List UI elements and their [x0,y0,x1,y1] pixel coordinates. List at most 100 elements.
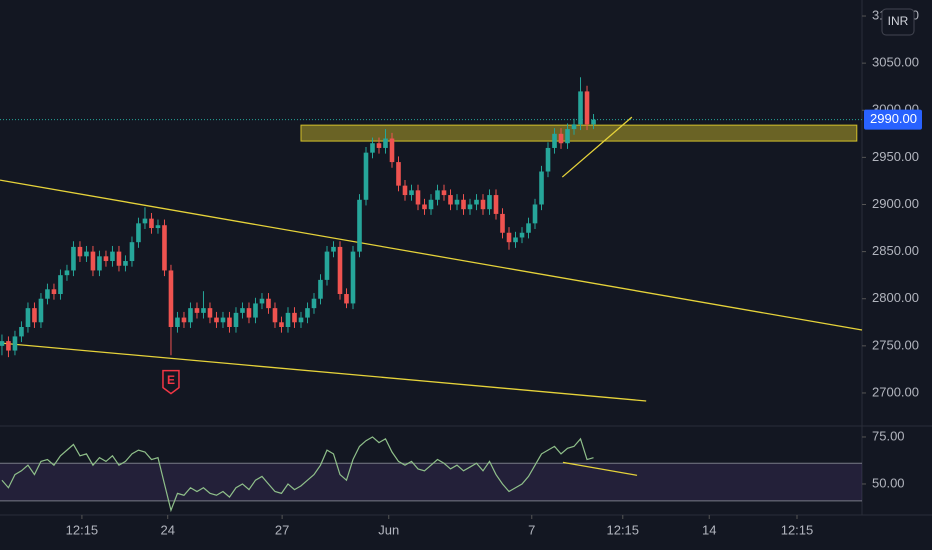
candle-body [435,190,440,200]
candle-body [6,341,11,351]
candle-body [45,289,50,299]
candle-body [389,138,395,163]
y-tick-label: 3050.00 [872,55,919,70]
candle-body [168,270,174,327]
candle-body [454,199,460,205]
candle-body [526,223,531,233]
candle-body [298,317,304,323]
candle-body [461,199,466,210]
x-tick-label: 12:15 [781,522,814,537]
y-tick-label: 2850.00 [872,243,919,258]
candle-body [305,308,310,318]
candle-body [181,317,187,323]
candle-body [383,138,388,148]
candle-body [363,152,369,200]
y-tick-label: 2800.00 [872,290,919,305]
candle-body [552,133,557,148]
candle-body [246,308,252,318]
x-tick-label: 27 [275,522,289,537]
candle-body [259,298,265,304]
candle-body [539,171,544,205]
candle-body [500,213,505,233]
candle-body [474,199,479,205]
candle-body [428,199,434,210]
candle-body [51,289,57,295]
candle-body [448,195,453,205]
candle-body [19,326,24,337]
candle-body [175,317,180,327]
x-tick-label: 24 [160,522,174,537]
candle-body [318,279,323,299]
last-price-label: 2990.00 [870,111,917,126]
candle-body [324,251,330,280]
candle-body [565,129,570,144]
candle-body [253,303,258,318]
currency-box [881,8,915,36]
candle-body [513,237,518,243]
candle-body [155,225,161,229]
candle-body [558,133,564,144]
candle-body [129,242,135,262]
x-tick-label: 12:15 [606,522,639,537]
candle-body [532,204,538,224]
y-tick-label: 2700.00 [872,384,919,399]
candle-body [103,256,109,262]
candle-body [188,308,193,323]
candle-body [162,225,167,271]
candle-body [357,199,362,252]
y-tick-label: 2950.00 [872,149,919,164]
candle-body [214,317,219,323]
candle-body [227,317,232,327]
candle-body [344,294,349,304]
candle-body [38,298,44,323]
candle-body [578,91,583,125]
zone [300,124,858,142]
candle-body [58,275,63,295]
x-tick-label: 14 [702,522,716,537]
x-tick-label: Jun [378,522,399,537]
candle-body [90,251,96,271]
candle-body [110,251,115,262]
candle-body [311,298,317,309]
rsi-tick-label: 50.00 [872,475,905,490]
candle-body [584,91,590,125]
trendline [0,342,647,402]
candle-body [279,322,284,327]
candle-body [591,119,596,125]
candle-body [480,199,486,210]
candle-body [220,317,226,323]
candle-body [194,308,200,313]
candle-body [233,312,239,327]
candle-body [97,256,102,271]
candle-body [415,190,421,205]
candle-body [240,308,245,313]
candle-body [370,143,375,153]
candle-body [571,124,577,130]
candle-body [123,261,128,266]
x-tick-label: 7 [528,522,535,537]
y-tick-label: 2750.00 [872,337,919,352]
candle-body [25,308,31,327]
candle-body [396,162,401,186]
rsi-tick-label: 75.00 [872,428,905,443]
y-tick-label: 2900.00 [872,196,919,211]
trendline [561,116,633,178]
currency-label: INR [888,14,909,28]
rsi-trendline [562,461,638,476]
candle-body [136,223,141,243]
candle-body [32,308,37,323]
candle-body [142,218,148,224]
candle-body [376,143,382,148]
candle-body [64,270,70,276]
candle-body [272,308,278,323]
x-tick-label: 12:15 [66,522,99,537]
rsi-band [0,463,862,501]
candle-body [467,204,473,210]
event-badge [162,369,180,395]
candle-body [487,195,492,210]
trendline [0,179,863,331]
candle-body [149,218,154,229]
candle-body [441,190,447,196]
candle-body [207,308,213,318]
